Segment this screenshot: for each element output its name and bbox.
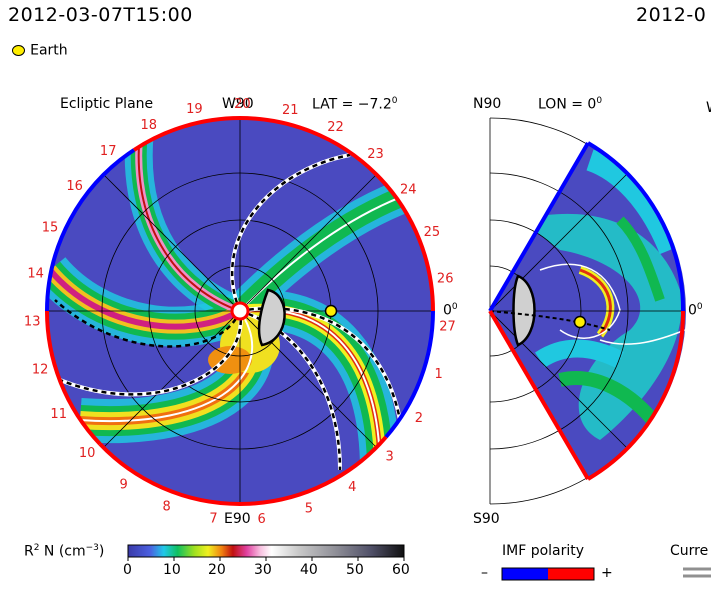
right-zero-deg-label: 00 xyxy=(688,302,703,319)
sector-number-15: 15 xyxy=(42,220,59,235)
w90-label: W90 xyxy=(222,96,254,112)
sector-number-25: 25 xyxy=(424,225,441,240)
imf-border-arc-6 xyxy=(132,116,241,152)
sector-number-22: 22 xyxy=(327,120,344,135)
left-zero-deg-label: 00 xyxy=(443,302,458,319)
cme-shape-ecliptic xyxy=(257,288,286,347)
earth-legend: Earth xyxy=(12,40,68,59)
sector-number-1: 1 xyxy=(434,367,442,382)
sector-number-3: 3 xyxy=(385,450,393,465)
colorbar-label: R2 N (cm−3) xyxy=(24,543,105,560)
colorbar-tick-40: 40 xyxy=(300,562,318,578)
sector-number-18: 18 xyxy=(141,118,158,133)
colorbar-tick-10: 10 xyxy=(163,562,181,578)
colorbar-tick-0: 0 xyxy=(123,562,132,578)
s90-label: S90 xyxy=(473,511,500,527)
sector-number-4: 4 xyxy=(348,480,356,495)
current-sheet-label: Curre xyxy=(670,543,709,559)
imf-positive-swatch xyxy=(548,568,594,580)
earth-marker-icon xyxy=(12,45,25,56)
sector-number-14: 14 xyxy=(27,267,44,282)
meridional-edge-lower xyxy=(488,309,590,481)
sector-number-27: 27 xyxy=(439,320,456,335)
imf-negative-swatch xyxy=(502,568,548,580)
sector-number-23: 23 xyxy=(367,147,384,162)
meridional-arc-lower xyxy=(586,310,686,481)
cme-shape-meridional xyxy=(512,274,536,347)
lat-label: LAT = −7.20 xyxy=(312,96,398,113)
sector-number-10: 10 xyxy=(79,446,96,461)
imf-border-arc-3 xyxy=(98,435,388,506)
current-sheet-legend xyxy=(683,567,711,578)
earth-legend-label: Earth xyxy=(30,42,68,59)
ecliptic-plane-title: Ecliptic Plane xyxy=(60,96,154,112)
colorbar-tick-marks xyxy=(127,557,405,561)
sector-number-17: 17 xyxy=(100,144,117,159)
n90-label: N90 xyxy=(473,96,502,112)
imf-polarity-title: IMF polarity xyxy=(502,543,585,559)
meridional-edge-upper xyxy=(488,141,590,313)
sector-number-19: 19 xyxy=(186,102,203,117)
lon-label: LON = 00 xyxy=(538,96,603,113)
imf-border-arc-2 xyxy=(384,310,435,439)
sector-number-26: 26 xyxy=(437,271,454,286)
timestamp-right: 2012-0 xyxy=(636,4,707,26)
colorbar-ramp xyxy=(127,544,405,558)
clipped-w-label: W xyxy=(706,100,711,116)
timestamp-left: 2012-03-07T15:00 xyxy=(8,4,193,26)
colorbar-tick-20: 20 xyxy=(208,562,226,578)
earth-marker-meridional xyxy=(573,315,587,329)
sun-marker-ecliptic xyxy=(230,301,250,321)
meridional-arc-upper xyxy=(586,141,686,312)
sector-number-20: 20 xyxy=(234,97,251,112)
sector-number-2: 2 xyxy=(415,411,423,426)
e90-label: E90 xyxy=(224,511,251,527)
imf-border-arc-4 xyxy=(44,310,102,446)
sector-number-8: 8 xyxy=(162,500,170,515)
sector-number-9: 9 xyxy=(120,477,128,492)
sector-number-5: 5 xyxy=(305,501,313,516)
imf-border-arc-1 xyxy=(239,116,435,312)
imf-minus-label: – xyxy=(481,565,488,581)
colorbar-tick-30: 30 xyxy=(254,562,272,578)
sector-number-11: 11 xyxy=(50,407,67,422)
meridional-field-line xyxy=(489,310,611,331)
sector-number-7: 7 xyxy=(209,511,217,526)
sector-number-6: 6 xyxy=(258,512,266,527)
sector-number-21: 21 xyxy=(282,103,299,118)
earth-marker-ecliptic xyxy=(324,304,338,318)
density-colorbar xyxy=(127,544,405,561)
sector-number-13: 13 xyxy=(24,315,41,330)
meridional-panel xyxy=(488,117,686,505)
colorbar-tick-50: 50 xyxy=(346,562,364,578)
colorbar-tick-60: 60 xyxy=(392,562,410,578)
imf-polarity-bar xyxy=(501,567,595,581)
sector-number-16: 16 xyxy=(66,179,83,194)
sector-number-24: 24 xyxy=(400,183,417,198)
sector-number-12: 12 xyxy=(32,362,49,377)
imf-plus-label: + xyxy=(601,565,613,581)
imf-border-arc-5 xyxy=(45,148,136,312)
